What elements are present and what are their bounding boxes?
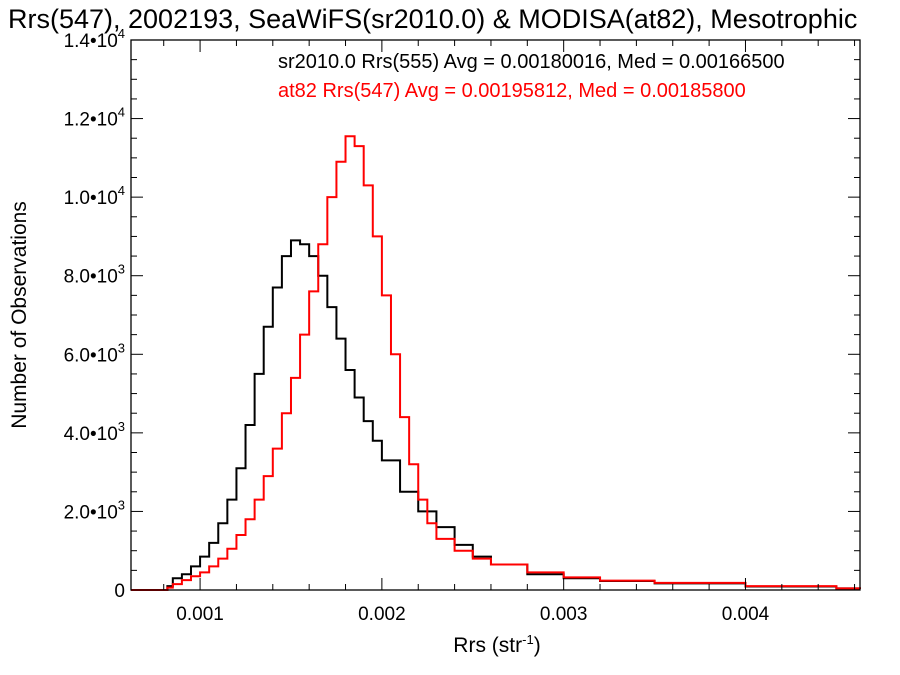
y-tick-label: 1.2•104 [64,105,125,131]
legend-entry-sr2010: sr2010.0 Rrs(555) Avg = 0.00180016, Med … [278,51,785,73]
y-tick-label: 0 [114,581,125,602]
plot-frame [130,39,861,591]
ticks-layer: 0.001 0.002 0.003 0.004 0 2.0•103 4.0•103 6.0•1… [64,26,860,625]
series-layer [131,135,861,591]
y-axis-label: Number of Observations [8,201,31,429]
x-tick-label: 0.004 [722,604,770,625]
y-tick-label: 4.0•103 [64,419,125,445]
x-axis-label-close: ) [534,634,541,657]
x-tick-label: 0.001 [176,604,224,625]
series-line-1 [131,135,861,591]
legend-entry-at82: at82 Rrs(547) Avg = 0.00195812, Med = 0.… [278,80,746,102]
y-tick-label: 1.0•104 [64,183,125,209]
y-tick-label: 1.4•104 [64,26,125,52]
series-line-0 [131,239,861,591]
y-tick-label: 2.0•103 [64,497,125,523]
y-tick-label: 8.0•103 [64,262,125,288]
x-axis-label-main: Rrs (str [453,634,522,657]
x-axis-label-exponent: -1 [522,632,534,647]
x-tick-label: 0.002 [358,604,406,625]
y-tick-label: 6.0•103 [64,340,125,366]
x-tick-label: 0.003 [540,604,588,625]
x-axis-label: Rrs (str-1) [453,632,540,657]
chart-title: Rrs(547), 2002193, SeaWiFS(sr2010.0) & M… [8,4,857,34]
